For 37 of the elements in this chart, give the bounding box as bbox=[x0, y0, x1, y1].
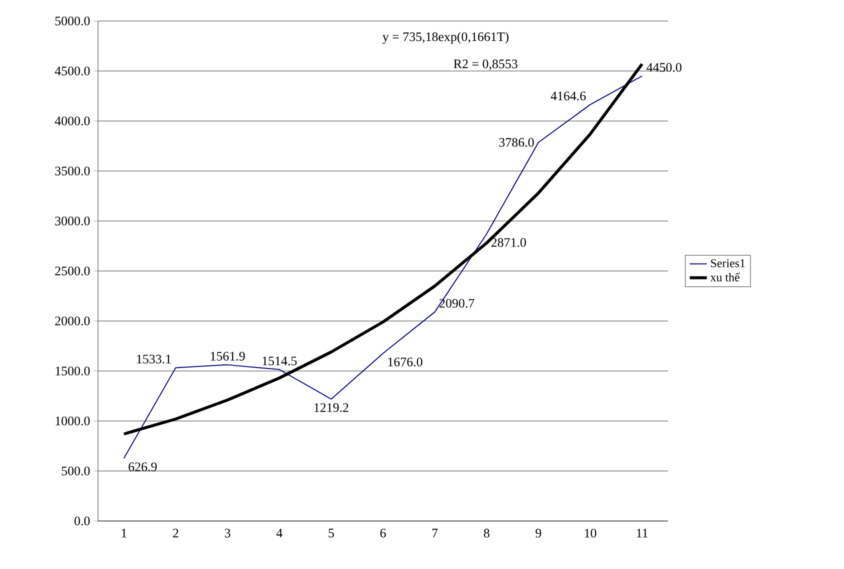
y-tick-label: 500.0 bbox=[62, 466, 90, 476]
data-label: 3786.0 bbox=[499, 138, 534, 147]
data-label: 2090.7 bbox=[440, 298, 474, 308]
data-label: 626.9 bbox=[128, 462, 157, 472]
annotation: R2 = 0,8553 bbox=[454, 60, 518, 70]
y-tick-label: 4500.0 bbox=[54, 66, 90, 76]
data-label: 1676.0 bbox=[388, 358, 422, 366]
x-tick-label: 6 bbox=[380, 528, 386, 538]
data-label: 1561.9 bbox=[210, 352, 245, 361]
y-tick-label: 4000.0 bbox=[54, 116, 90, 126]
x-tick-label: 5 bbox=[328, 528, 334, 538]
y-tick-label: 2500.0 bbox=[55, 266, 90, 276]
y-tick-label: 1500.0 bbox=[56, 366, 90, 376]
y-tick-label: 1000.0 bbox=[56, 416, 90, 426]
data-label: 4164.6 bbox=[550, 92, 586, 100]
data-label: 1514.5 bbox=[262, 356, 297, 366]
data-label: 2871.0 bbox=[491, 238, 526, 247]
data-label: 1533.1 bbox=[137, 354, 171, 364]
y-tick-label: 3000.0 bbox=[55, 216, 90, 226]
y-tick-label: 0.0 bbox=[74, 516, 90, 526]
annotation: y = 735,18exp(0,1661T) bbox=[382, 32, 509, 44]
y-tick-label: 3500.0 bbox=[55, 166, 90, 176]
x-tick-label: 2 bbox=[173, 528, 178, 538]
legend-label: xu thế bbox=[710, 272, 740, 282]
y-tick-label: 2000.0 bbox=[55, 316, 90, 326]
data-label: 4450.0 bbox=[646, 63, 682, 72]
data-label: 1219.2 bbox=[314, 403, 348, 412]
x-tick-label: 8 bbox=[484, 528, 490, 538]
x-tick-label: 11 bbox=[637, 528, 648, 538]
legend-label: Series1 bbox=[711, 259, 745, 268]
y-tick-label: 5000.0 bbox=[55, 16, 90, 26]
x-tick-label: 9 bbox=[536, 528, 542, 538]
x-tick-label: 3 bbox=[224, 528, 230, 538]
x-tick-label: 10 bbox=[584, 528, 596, 538]
x-tick-label: 7 bbox=[432, 528, 438, 538]
x-tick-label: 1 bbox=[122, 528, 126, 538]
x-tick-label: 4 bbox=[276, 528, 282, 538]
